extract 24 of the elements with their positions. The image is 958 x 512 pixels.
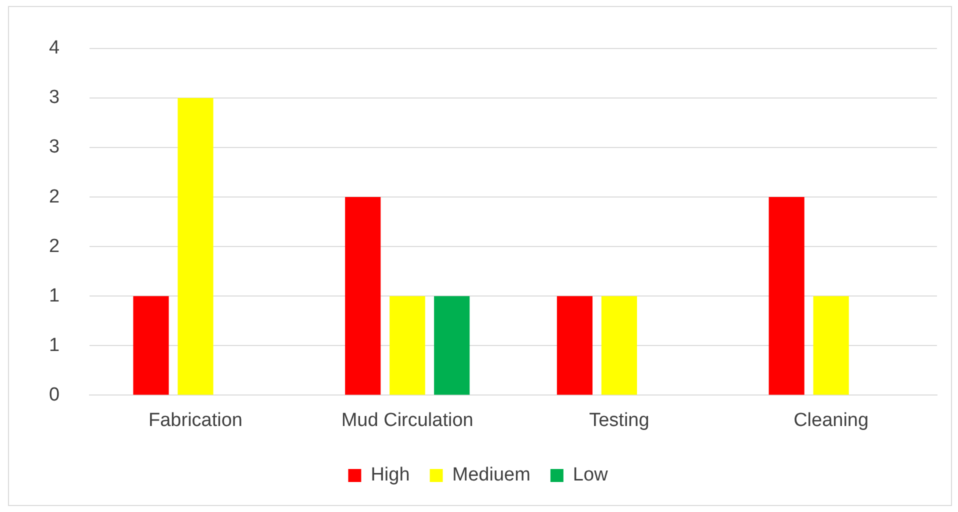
y-tick-label: 2 — [48, 186, 60, 208]
x-tick-label: Cleaning — [794, 410, 869, 431]
legend-label: Mediuem — [452, 464, 530, 486]
bar — [601, 296, 638, 395]
legend-label: High — [370, 464, 410, 486]
bar — [390, 296, 426, 395]
y-tick-label: 1 — [48, 334, 60, 356]
y-tick-label: 2 — [48, 236, 60, 257]
y-tick-label: 0 — [48, 384, 60, 406]
y-tick-label: 4 — [48, 38, 60, 59]
x-tick-label: Fabrication — [148, 410, 242, 431]
bar — [768, 197, 804, 395]
bar — [813, 296, 849, 395]
y-tick-label: 3 — [48, 87, 60, 108]
bar — [434, 296, 470, 395]
y-tick-label: 3 — [48, 136, 60, 158]
bar — [133, 296, 169, 395]
legend-label: Low — [572, 464, 608, 486]
bar — [178, 98, 214, 395]
bar — [556, 296, 593, 395]
y-tick-label: 1 — [48, 285, 60, 306]
bar — [345, 197, 381, 395]
x-tick-label: Testing — [589, 410, 650, 431]
x-tick-label: Mud Circulation — [341, 410, 474, 431]
